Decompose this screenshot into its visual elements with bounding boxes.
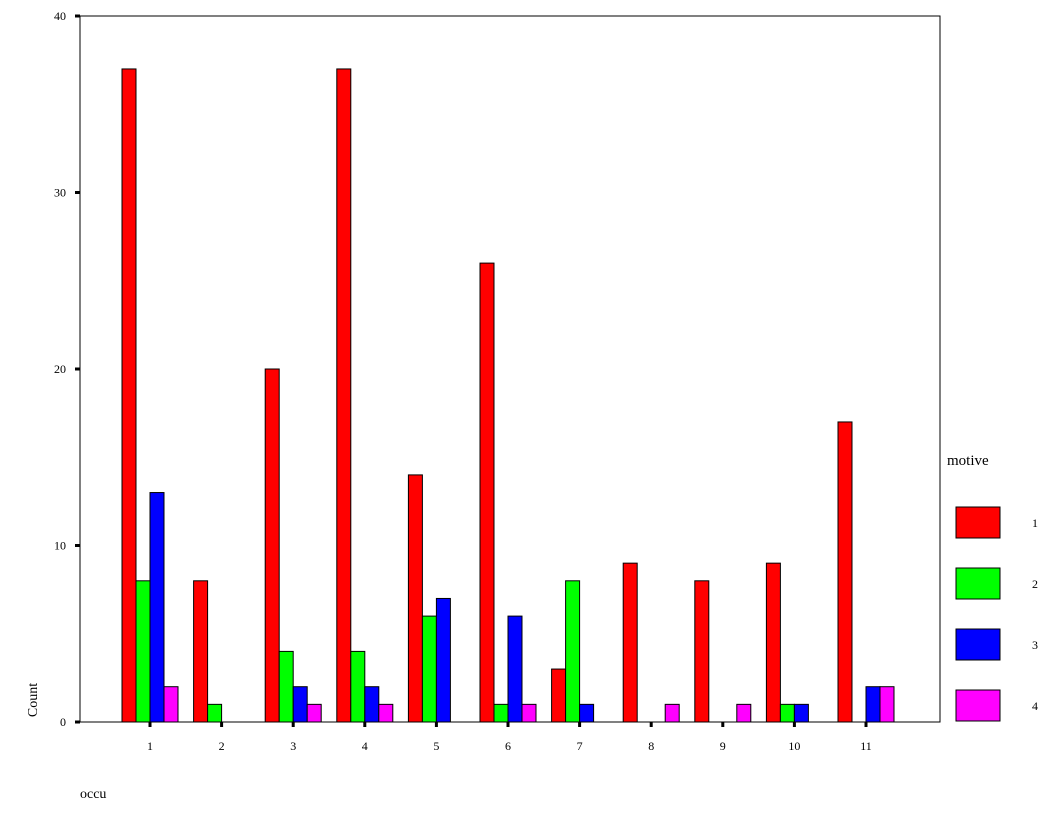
bar-occu-9-motive-1 <box>694 580 710 723</box>
bar-occu-6-motive-2 <box>493 703 509 723</box>
bar-occu-1-motive-3 <box>149 492 165 723</box>
bar-occu-10-motive-3 <box>793 703 809 723</box>
bar-occu-3-motive-3 <box>292 686 308 723</box>
x-tick-label: 7 <box>577 739 583 753</box>
x-tick-label: 8 <box>648 739 654 753</box>
bar-occu-3-motive-2 <box>278 650 294 723</box>
bar-occu-3-motive-1 <box>264 368 280 723</box>
x-axis-title: occu <box>80 787 106 802</box>
bar-occu-4-motive-4 <box>378 703 394 723</box>
bar-occu-2-motive-1 <box>193 580 209 723</box>
x-tick-label: 4 <box>362 739 368 753</box>
legend-title: motive <box>947 453 989 469</box>
bar-occu-5-motive-2 <box>421 615 437 723</box>
bar-occu-11-motive-3 <box>865 686 881 723</box>
x-tick-label: 10 <box>788 739 800 753</box>
bar-occu-4-motive-3 <box>364 686 380 723</box>
bar-occu-7-motive-3 <box>579 703 595 723</box>
bar-occu-8-motive-1 <box>622 562 638 723</box>
bar-occu-2-motive-2 <box>207 703 223 723</box>
bar-occu-11-motive-4 <box>879 686 895 723</box>
bar-occu-6-motive-1 <box>479 262 495 723</box>
x-tick-label: 3 <box>290 739 296 753</box>
bar-occu-5-motive-3 <box>435 597 451 723</box>
x-tick-label: 5 <box>433 739 439 753</box>
bar-occu-9-motive-4 <box>736 703 752 723</box>
bar-occu-6-motive-3 <box>507 615 523 723</box>
bar-occu-4-motive-2 <box>350 650 366 723</box>
legend-label-4: 4 <box>1032 699 1038 713</box>
y-axis-title: Count <box>26 683 41 717</box>
legend-swatch-3 <box>955 628 1001 661</box>
x-tick-label: 6 <box>505 739 511 753</box>
bar-occu-6-motive-4 <box>521 703 537 723</box>
bar-occu-11-motive-1 <box>837 421 853 723</box>
y-tick-label: 20 <box>54 362 66 376</box>
x-tick-label: 11 <box>860 739 872 753</box>
bar-occu-10-motive-1 <box>765 562 781 723</box>
bar-occu-7-motive-1 <box>551 668 567 723</box>
legend-swatch-4 <box>955 689 1001 722</box>
legend-label-3: 3 <box>1032 638 1038 652</box>
bar-occu-1-motive-2 <box>135 580 151 723</box>
bar-occu-3-motive-4 <box>306 703 322 723</box>
legend-label-2: 2 <box>1032 577 1038 591</box>
y-tick-label: 10 <box>54 539 66 553</box>
legend-label-1: 1 <box>1032 516 1038 530</box>
x-tick-label: 2 <box>219 739 225 753</box>
bar-occu-1-motive-1 <box>121 68 137 723</box>
bar-occu-4-motive-1 <box>336 68 352 723</box>
legend-swatch-1 <box>955 506 1001 539</box>
x-tick-label: 9 <box>720 739 726 753</box>
y-tick-label: 40 <box>54 9 66 23</box>
bar-occu-1-motive-4 <box>163 686 179 723</box>
x-tick-label: 1 <box>147 739 153 753</box>
legend-swatch-2 <box>955 567 1001 600</box>
bar-occu-8-motive-4 <box>664 703 680 723</box>
y-tick-label: 30 <box>54 186 66 200</box>
bar-occu-5-motive-1 <box>407 474 423 723</box>
y-tick-label: 0 <box>60 715 66 729</box>
bar-occu-7-motive-2 <box>565 580 581 723</box>
bar-occu-10-motive-2 <box>779 703 795 723</box>
